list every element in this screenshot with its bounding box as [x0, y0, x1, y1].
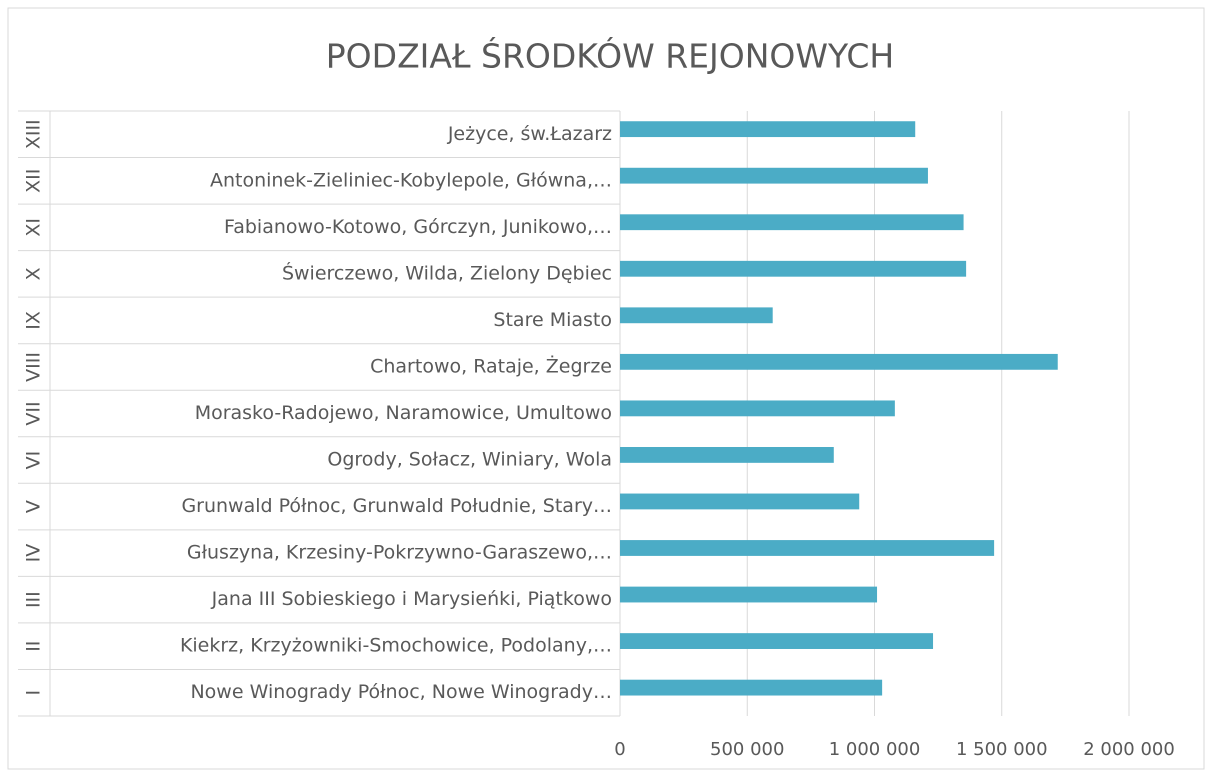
group-label: XII	[23, 169, 45, 193]
bar	[620, 493, 860, 510]
chart-border	[7, 7, 1205, 770]
category-label: Jeżyce, św.Łazarz	[447, 123, 612, 145]
group-label: III	[23, 591, 45, 608]
category-label: Antoninek-Zieliniec-Kobylepole, Główna,…	[210, 169, 612, 191]
bar	[620, 121, 916, 138]
bar	[620, 633, 934, 649]
bar	[620, 540, 995, 556]
bar	[620, 586, 878, 603]
bar	[620, 307, 773, 324]
category-label: Głuszyna, Krzesiny-Pokrzywno-Garaszewo,…	[187, 542, 612, 564]
category-label: Chartowo, Rataje, Żegrze	[370, 354, 612, 377]
category-label: Fabianowo-Kotowo, Górczyn, Junikowo,…	[224, 216, 612, 238]
group-label: I	[23, 690, 45, 696]
category-label: Morasko-Radojewo, Naramowice, Umultowo	[195, 402, 612, 424]
x-tick-label: 0	[614, 739, 625, 760]
bar	[620, 353, 1058, 370]
category-label: Jana III Sobieskiego i Marysieńki, Piątk…	[211, 588, 612, 610]
group-label: IV	[23, 544, 45, 563]
group-label: IX	[23, 311, 45, 330]
chart-title: PODZIAŁ ŚRODKÓW REJONOWYCH	[326, 36, 894, 76]
group-label: XI	[23, 218, 45, 237]
bar	[620, 447, 834, 463]
x-tick-label: 1 500 000	[956, 739, 1048, 760]
group-label: VIII	[23, 352, 45, 382]
x-tick-label: 1 000 000	[829, 739, 921, 760]
bar	[620, 167, 928, 184]
category-label: Świerczewo, Wilda, Zielony Dębiec	[282, 260, 612, 284]
x-tick-label: 2 000 000	[1083, 739, 1175, 760]
bar	[620, 214, 964, 231]
group-label: V	[23, 500, 45, 513]
category-label: Nowe Winogrady Północ, Nowe Winogrady…	[190, 681, 612, 703]
category-label: Kiekrz, Krzyżowniki-Smochowice, Podolany…	[180, 635, 612, 657]
group-label: XIII	[23, 119, 45, 149]
bar	[620, 260, 967, 277]
bar	[620, 679, 883, 696]
category-label: Stare Miasto	[493, 309, 612, 331]
x-tick-label: 500 000	[710, 739, 784, 760]
group-label: VI	[23, 451, 45, 470]
group-label: II	[23, 641, 45, 652]
group-label: VII	[23, 401, 45, 425]
category-label: Grunwald Północ, Grunwald Południe, Star…	[181, 495, 612, 517]
group-label: X	[23, 267, 45, 280]
category-label: Ogrody, Sołacz, Winiary, Wola	[327, 449, 612, 471]
bar	[620, 400, 895, 417]
